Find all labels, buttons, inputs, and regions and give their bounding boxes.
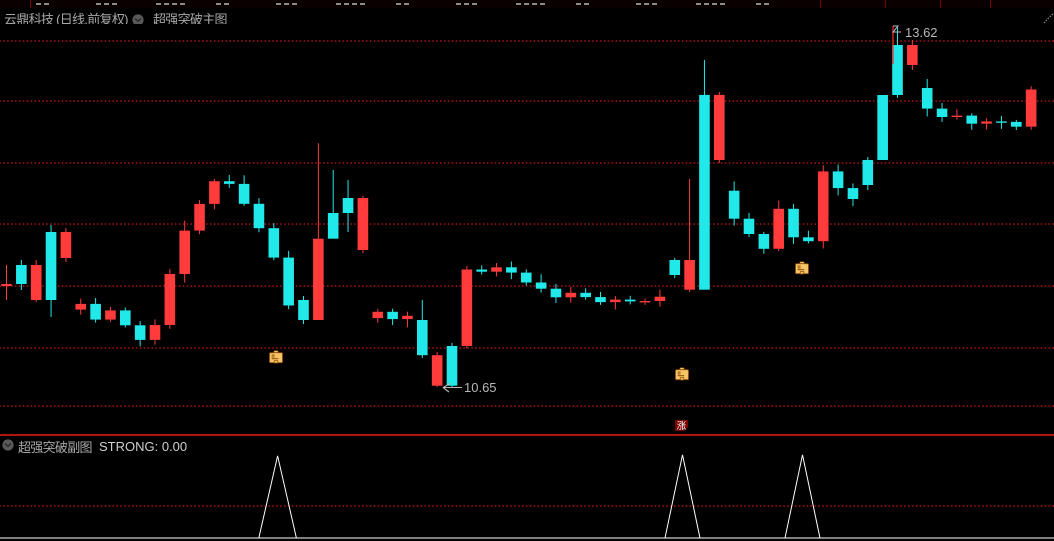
svg-text:涨: 涨 — [677, 421, 687, 432]
svg-text:13.62: 13.62 — [905, 25, 938, 40]
svg-text:10.65: 10.65 — [464, 380, 497, 395]
